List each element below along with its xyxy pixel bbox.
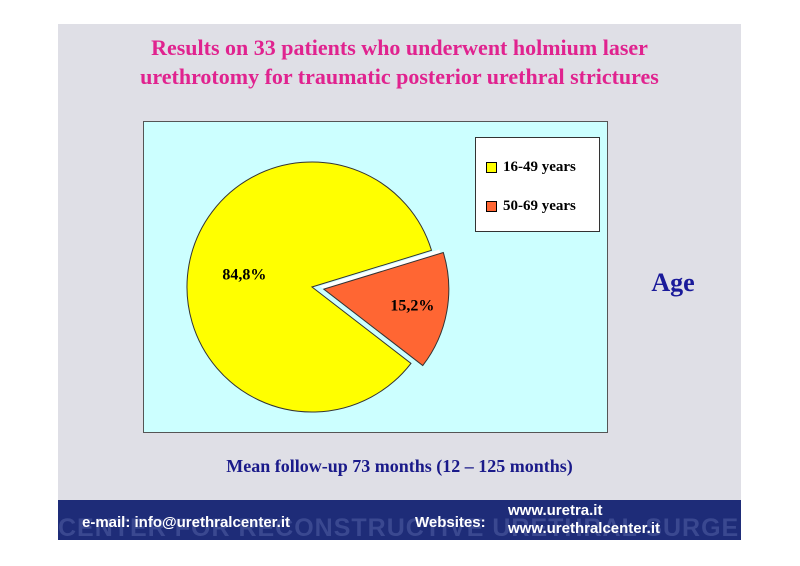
- footer-websites-label: Websites:: [415, 514, 486, 531]
- pie-label-16-49: 84,8%: [222, 267, 266, 284]
- chart-legend: 16-49 years 50-69 years: [475, 137, 600, 232]
- footer-email[interactable]: e-mail: info@urethralcenter.it: [82, 514, 291, 531]
- title-line-2: urethrotomy for traumatic posterior uret…: [140, 64, 659, 89]
- footer-website-uretra[interactable]: www.uretra.it: [508, 502, 603, 519]
- footer-website-urethralcenter[interactable]: www.urethralcenter.it: [508, 520, 660, 537]
- legend-item-50-69: 50-69 years: [486, 196, 576, 216]
- footer-watermark: CENTER FOR RECONSTRUCTIVE URETHRAL SURGE…: [58, 514, 741, 540]
- pie-slice-50-69: [322, 251, 450, 367]
- legend-item-16-49: 16-49 years: [486, 157, 576, 177]
- slide-title: Results on 33 patients who underwent hol…: [58, 33, 741, 91]
- legend-label-16-49: 16-49 years: [503, 158, 576, 175]
- legend-swatch-16-49: [486, 161, 497, 173]
- pie-slice-16-49: [186, 161, 433, 413]
- pie-chart: 84,8% 15,2%: [186, 161, 450, 413]
- age-label: Age: [651, 268, 695, 297]
- title-line-1: Results on 33 patients who underwent hol…: [151, 35, 648, 60]
- legend-swatch-50-69: [486, 200, 497, 212]
- pie-chart-area: 84,8% 15,2% 16-49 years 50-69 years: [143, 121, 608, 433]
- footer-bar: CENTER FOR RECONSTRUCTIVE URETHRAL SURGE…: [58, 500, 741, 540]
- follow-up-text: Mean follow-up 73 months (12 – 125 month…: [226, 456, 573, 476]
- legend-label-50-69: 50-69 years: [503, 197, 576, 214]
- pie-label-50-69: 15,2%: [390, 297, 434, 314]
